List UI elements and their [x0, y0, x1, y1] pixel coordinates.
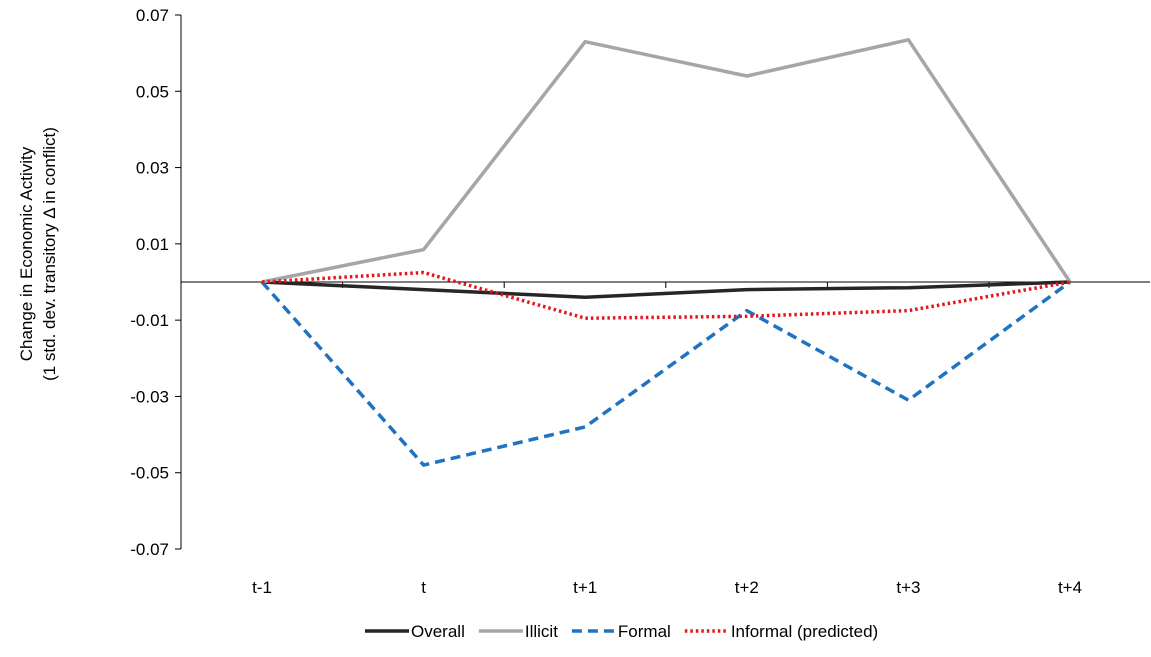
- legend-label: Formal: [618, 622, 671, 641]
- series-line-illicit: [261, 38, 1072, 284]
- legend-label: Overall: [411, 622, 465, 641]
- y-tick-label: -0.03: [130, 387, 169, 406]
- y-tick-label: 0.05: [136, 82, 169, 101]
- legend-label: Illicit: [525, 622, 558, 641]
- y-axis-title-line-2: (1 std. dev. transitory Δ in conflict): [40, 127, 59, 381]
- x-tick-label: t+3: [896, 578, 920, 597]
- series-line-informal-predicted: [261, 270, 1071, 320]
- x-axis: t-1 t t+1 t+2 t+3 t+4: [180, 281, 1150, 597]
- x-tick-label: t+4: [1058, 578, 1082, 597]
- y-tick-label: -0.05: [130, 464, 169, 483]
- x-tick-label: t: [421, 578, 426, 597]
- x-tick-label: t+1: [573, 578, 597, 597]
- x-tick-label: t+2: [735, 578, 759, 597]
- legend: Overall Illicit Formal Informal (predicted): [365, 622, 878, 641]
- y-tick-label: 0.03: [136, 159, 169, 178]
- y-tick-label: -0.01: [130, 311, 169, 330]
- y-axis-title-line-1: Change in Economic Activity: [17, 146, 36, 361]
- y-axis: 0.07 0.05 0.03 0.01 -0.01 -0.03 -0.05 -0.07: [130, 6, 182, 559]
- y-tick-label: 0.01: [136, 235, 169, 254]
- series-lines: [260, 38, 1072, 467]
- series-line-formal: [260, 280, 1072, 467]
- y-tick-label: 0.07: [136, 6, 169, 25]
- y-tick-label: -0.07: [130, 540, 169, 559]
- legend-label: Informal (predicted): [731, 622, 878, 641]
- series-line-overall: [261, 280, 1071, 300]
- x-tick-label: t-1: [252, 578, 272, 597]
